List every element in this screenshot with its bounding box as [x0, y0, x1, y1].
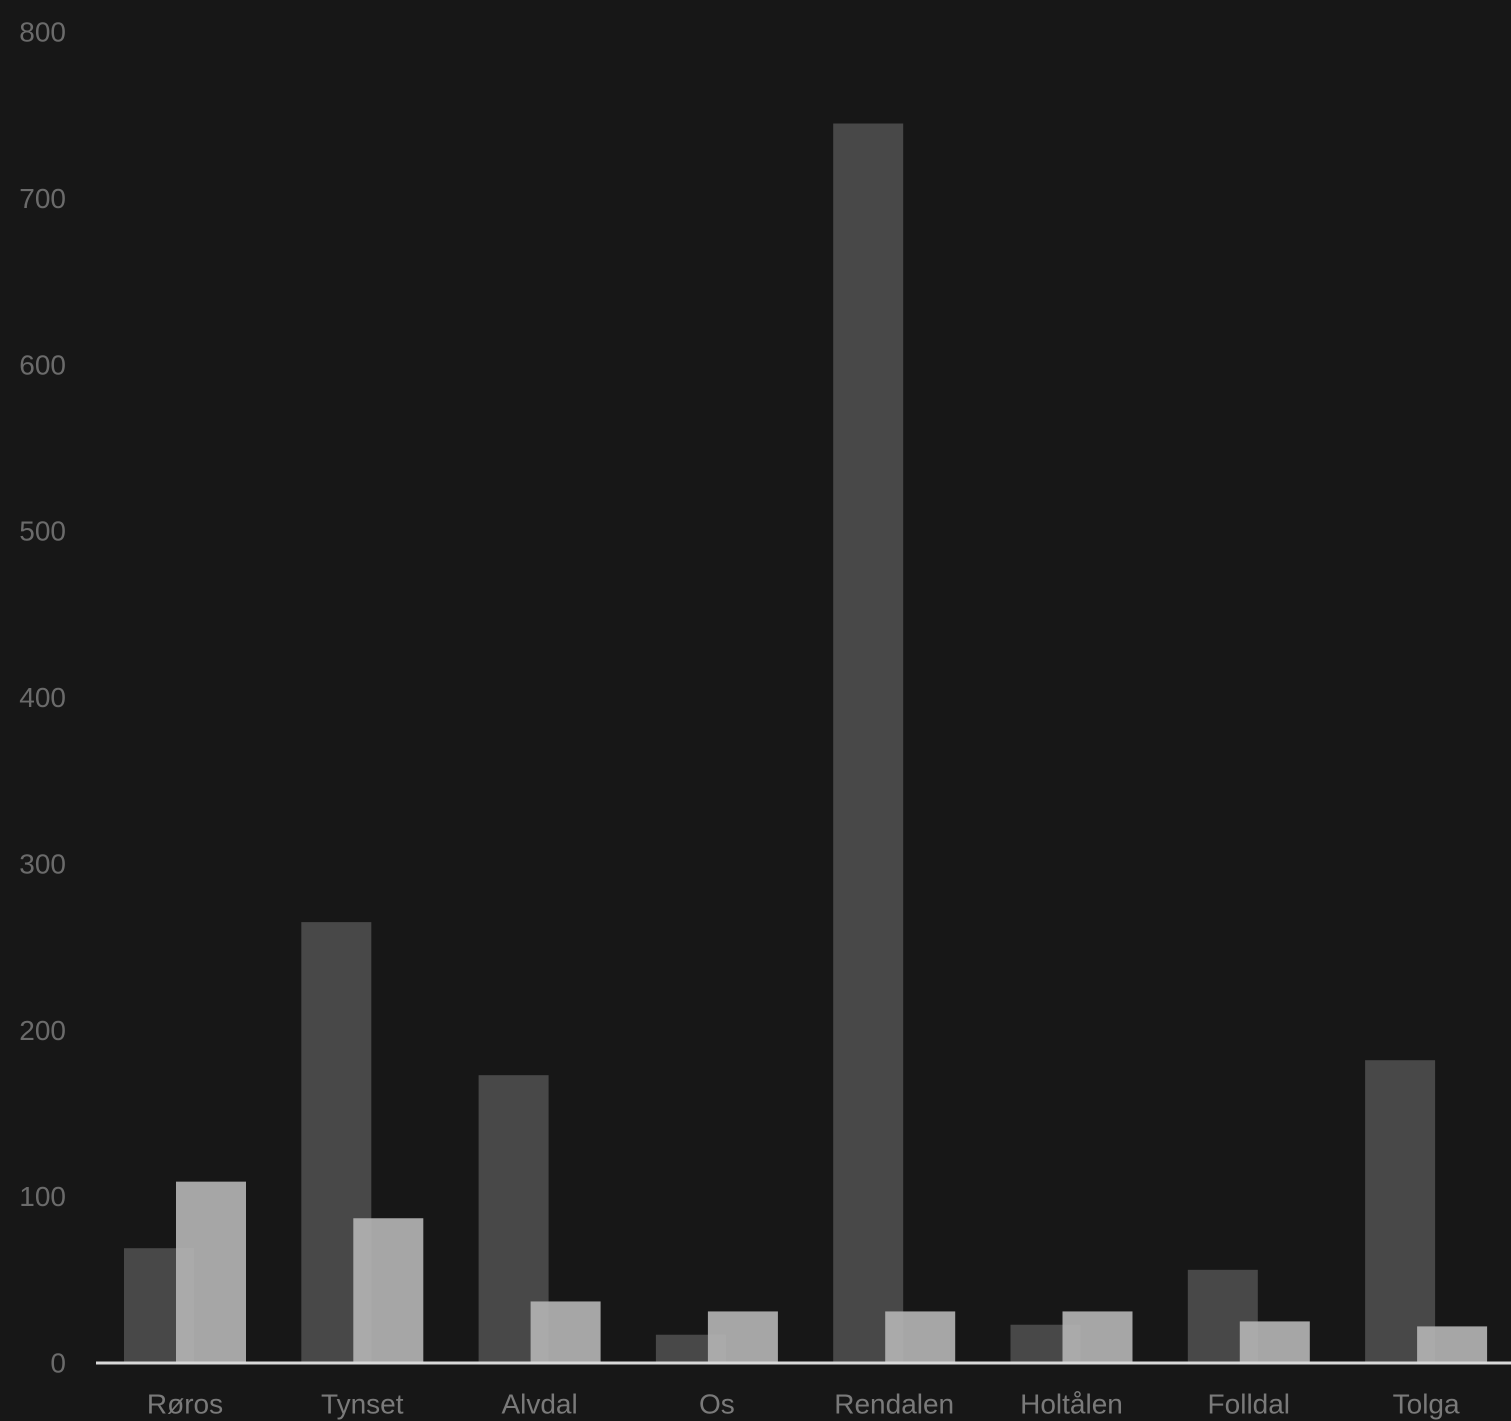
x-category-label: Tolga [1393, 1389, 1460, 1420]
x-category-label: Tynset [321, 1389, 404, 1420]
bar-series2-4 [707, 1311, 778, 1363]
x-category-label: Alvdal [501, 1389, 577, 1420]
bar-series2-2 [353, 1218, 424, 1363]
bars [124, 123, 1488, 1364]
bar-series2-1 [176, 1181, 246, 1363]
bar-series2-8 [1417, 1326, 1488, 1363]
y-tick-label: 300 [19, 848, 66, 879]
x-category-label: Rendalen [834, 1389, 954, 1420]
bar-series1-5 [833, 123, 904, 1364]
y-tick-label: 400 [19, 682, 66, 713]
bar-series2-5 [885, 1311, 956, 1363]
x-category-label: Os [699, 1389, 735, 1420]
y-tick-label: 800 [19, 17, 66, 48]
bar-series1-8 [1365, 1060, 1436, 1363]
y-tick-label: 0 [50, 1348, 66, 1379]
y-tick-label: 600 [19, 349, 66, 380]
bar-series2-7 [1239, 1321, 1310, 1363]
y-tick-label: 100 [19, 1181, 66, 1212]
bar-series2-6 [1062, 1311, 1133, 1363]
bar-series2-3 [530, 1301, 601, 1363]
x-category-label: Folldal [1208, 1389, 1290, 1420]
x-category-label: Røros [147, 1389, 223, 1420]
y-tick-label: 200 [19, 1015, 66, 1046]
x-category-label: Holtålen [1020, 1389, 1123, 1420]
x-axis-categories: Røros Tynset Alvdal Os Rendalen Holtålen Folld… [147, 1389, 1460, 1420]
y-tick-label: 500 [19, 516, 66, 547]
y-axis-ticks: 0 100 200 300 400 500 600 700 800 [19, 17, 66, 1379]
y-tick-label: 700 [19, 183, 66, 214]
